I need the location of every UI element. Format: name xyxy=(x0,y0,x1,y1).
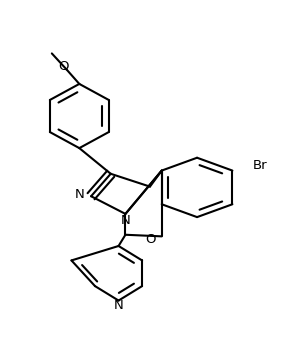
Text: N: N xyxy=(114,299,123,312)
Text: N: N xyxy=(121,214,131,227)
Text: O: O xyxy=(58,60,69,73)
Text: N: N xyxy=(75,188,85,201)
Text: Br: Br xyxy=(252,159,267,172)
Text: O: O xyxy=(145,233,155,246)
